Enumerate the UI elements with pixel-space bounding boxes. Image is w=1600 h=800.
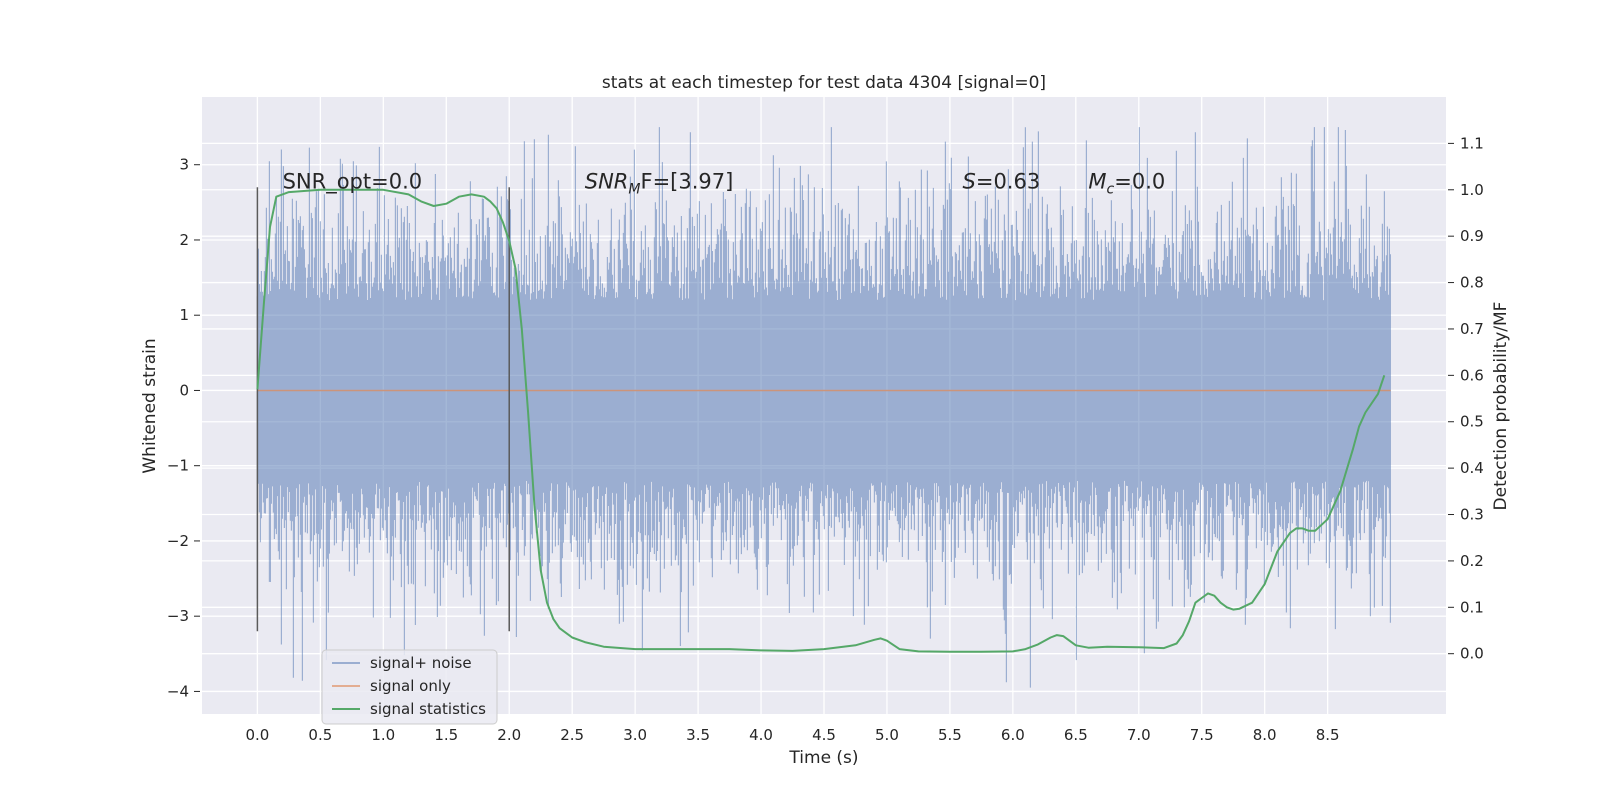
vertical-markers [256,187,510,632]
y-tick-label-left: 0 [179,381,189,399]
annotation: Mc=0.0 [1088,170,1165,198]
y-tick-label-right: 0.0 [1460,645,1484,663]
legend-box [321,649,498,725]
x-tick-label: 2.5 [560,726,584,744]
signal-statistics-line [256,188,1386,653]
x-tick-label: 8.0 [1253,726,1277,744]
x-tick-label: 6.0 [1001,726,1025,744]
x-tick-label: 4.5 [812,726,836,744]
y-axis-label-right: Detection probability/MF [1491,302,1511,511]
legend: signal+ noise signal only signal statist… [321,649,498,725]
x-tick-label: 1.0 [371,726,395,744]
series-signal-statistics [256,188,1386,653]
y-tick-label-right: 0.4 [1460,459,1484,477]
x-tick-label: 4.0 [749,726,773,744]
x-tick-label: 3.5 [686,726,710,744]
legend-label-signal-statistics: signal statistics [370,700,486,718]
y-axis-label-left: Whitened strain [140,338,160,473]
annotations: SNR_opt=0.0 SNRMF=[3.97] S=0.63 Mc=0.0 [283,170,1166,198]
x-tick-label: 5.0 [875,726,899,744]
x-tick-label: 7.0 [1127,726,1151,744]
y-tick-label-right: 0.6 [1460,366,1484,384]
y-tick-label-right: 0.2 [1460,552,1484,570]
legend-label-signal-only: signal only [370,677,451,695]
legend-label-signal-plus-noise: signal+ noise [370,654,472,672]
x-tick-label: 3.0 [623,726,647,744]
chart-title: stats at each timestep for test data 430… [602,73,1046,93]
annotation: SNR_opt=0.0 [283,170,423,195]
x-tick-label: 0.0 [245,726,269,744]
y-tick-label-right: 1.0 [1460,181,1484,199]
y-tick-label-left: −4 [167,682,189,700]
y-tick-label-right: 0.8 [1460,274,1484,292]
x-tick-label: 2.0 [497,726,521,744]
x-tick-label: 5.5 [938,726,962,744]
y-axis-left: 3 2 1 0 −1 −2 −3 −4 [167,156,200,700]
y-tick-label-right: 1.1 [1460,134,1484,152]
y-tick-label-left: 2 [179,231,189,249]
x-tick-label: 8.5 [1316,726,1340,744]
y-tick-label-left: 3 [179,156,189,174]
annotation: SNRMF=[3.97] [585,170,734,198]
y-tick-label-right: 0.7 [1460,320,1484,338]
plot-content [256,127,1391,688]
y-tick-label-left: −3 [167,607,189,625]
y-tick-label-right: 0.9 [1460,227,1484,245]
x-axis: 0.0 0.5 1.0 1.5 2.0 2.5 3.0 3.5 4.0 4.5 5.0 5.5 6.0 6… [245,726,1339,744]
y-tick-label-left: 1 [179,306,189,324]
x-axis-label: Time (s) [788,748,858,768]
x-tick-label: 1.5 [434,726,458,744]
annotation: S=0.63 [963,170,1041,194]
y-tick-label-left: −2 [167,532,189,550]
y-tick-label-right: 0.1 [1460,598,1484,616]
y-axis-right: 1.1 1.0 0.9 0.8 0.7 0.6 0.5 0.4 0.3 0.2 0.1 0.0 [1448,134,1484,663]
x-tick-label: 7.5 [1190,726,1214,744]
x-tick-label: 0.5 [308,726,332,744]
y-tick-label-right: 0.5 [1460,413,1484,431]
y-tick-label-left: −1 [167,457,189,475]
x-tick-label: 6.5 [1064,726,1088,744]
y-tick-label-right: 0.3 [1460,506,1484,524]
